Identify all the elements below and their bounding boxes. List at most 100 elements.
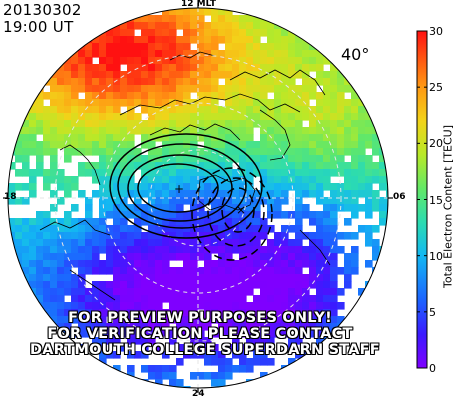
tec-cell [43, 295, 51, 303]
tec-cell [106, 99, 114, 107]
tec-cell [309, 78, 317, 86]
tec-cell [239, 183, 247, 191]
tec-cell [162, 246, 170, 254]
tec-cell [281, 141, 289, 149]
tec-cell [148, 78, 156, 86]
tec-cell [99, 113, 107, 121]
tec-cell [253, 239, 261, 247]
colorbar-tick-label: 5 [429, 305, 436, 319]
tec-cell [330, 85, 338, 93]
tec-cell [323, 134, 331, 142]
tec-cell [113, 239, 121, 247]
colorbar-tick-label: 30 [429, 25, 443, 38]
tec-cell [71, 78, 79, 86]
tec-cell [232, 113, 240, 121]
tec-cell [267, 358, 275, 366]
tec-cell [155, 36, 163, 44]
tec-cell [141, 155, 149, 163]
tec-cell [309, 274, 317, 282]
tec-cell [309, 211, 317, 219]
tec-cell [169, 232, 177, 240]
tec-cell [148, 190, 156, 198]
tec-cell [169, 127, 177, 135]
tec-cell [330, 190, 338, 198]
tec-cell [71, 232, 79, 240]
tec-cell [50, 267, 58, 275]
tec-cell [183, 239, 191, 247]
tec-cell [295, 85, 303, 93]
tec-cell [330, 288, 338, 296]
tec-cell [288, 78, 296, 86]
tec-cell [162, 183, 170, 191]
tec-cell [64, 232, 72, 240]
tec-cell [218, 274, 226, 282]
tec-cell [344, 148, 352, 156]
tec-cell [295, 99, 303, 107]
tec-cell [141, 106, 149, 114]
tec-cell [78, 309, 86, 317]
tec-cell [190, 106, 198, 114]
tec-cell [274, 78, 282, 86]
tec-cell [113, 64, 121, 72]
tec-cell [323, 281, 331, 289]
tec-cell [50, 92, 58, 100]
tec-cell [330, 323, 338, 331]
tec-cell [78, 323, 86, 331]
tec-cell [106, 309, 114, 317]
tec-cell [127, 211, 135, 219]
tec-cell [337, 99, 345, 107]
tec-cell [127, 351, 135, 359]
tec-cell [218, 232, 226, 240]
tec-cell [232, 225, 240, 233]
tec-cell [260, 134, 268, 142]
tec-cell [218, 183, 226, 191]
tec-cell [120, 302, 128, 310]
tec-cell [288, 246, 296, 254]
tec-cell [127, 71, 135, 79]
tec-cell [162, 316, 170, 324]
tec-cell [288, 239, 296, 247]
tec-cell [120, 36, 128, 44]
tec-cell [211, 29, 219, 37]
tec-cell [260, 337, 268, 345]
tec-cell [309, 113, 317, 121]
tec-cell [85, 71, 93, 79]
tec-cell [295, 260, 303, 268]
tec-cell [99, 183, 107, 191]
tec-cell [323, 92, 331, 100]
tec-cell [169, 267, 177, 275]
tec-cell [302, 288, 310, 296]
tec-cell [211, 71, 219, 79]
tec-cell [281, 323, 289, 331]
tec-cell [204, 43, 212, 51]
tec-cell [127, 246, 135, 254]
tec-cell [15, 148, 23, 156]
tec-cell [176, 64, 184, 72]
tec-cell [141, 267, 149, 275]
tec-cell [379, 211, 387, 219]
tec-cell [253, 351, 261, 359]
tec-cell [309, 309, 317, 317]
tec-cell [253, 22, 261, 30]
contour-markers: + × [174, 182, 246, 217]
tec-cell [148, 64, 156, 72]
tec-cell [232, 15, 240, 23]
tec-cell [330, 204, 338, 212]
tec-cell [99, 337, 107, 345]
potential-contours-dashed [191, 167, 273, 261]
tec-cell [99, 232, 107, 240]
tec-cell [57, 302, 65, 310]
tec-cell [330, 64, 338, 72]
tec-cell [204, 127, 212, 135]
tec-cell [92, 29, 100, 37]
tec-cell [64, 155, 72, 163]
tec-cell [218, 281, 226, 289]
tec-cell [232, 36, 240, 44]
tec-cell [57, 176, 65, 184]
tec-cell [323, 78, 331, 86]
tec-cell [288, 267, 296, 275]
tec-cell [113, 246, 121, 254]
tec-cell [197, 316, 205, 324]
tec-cell [43, 260, 51, 268]
tec-cell [64, 288, 72, 296]
